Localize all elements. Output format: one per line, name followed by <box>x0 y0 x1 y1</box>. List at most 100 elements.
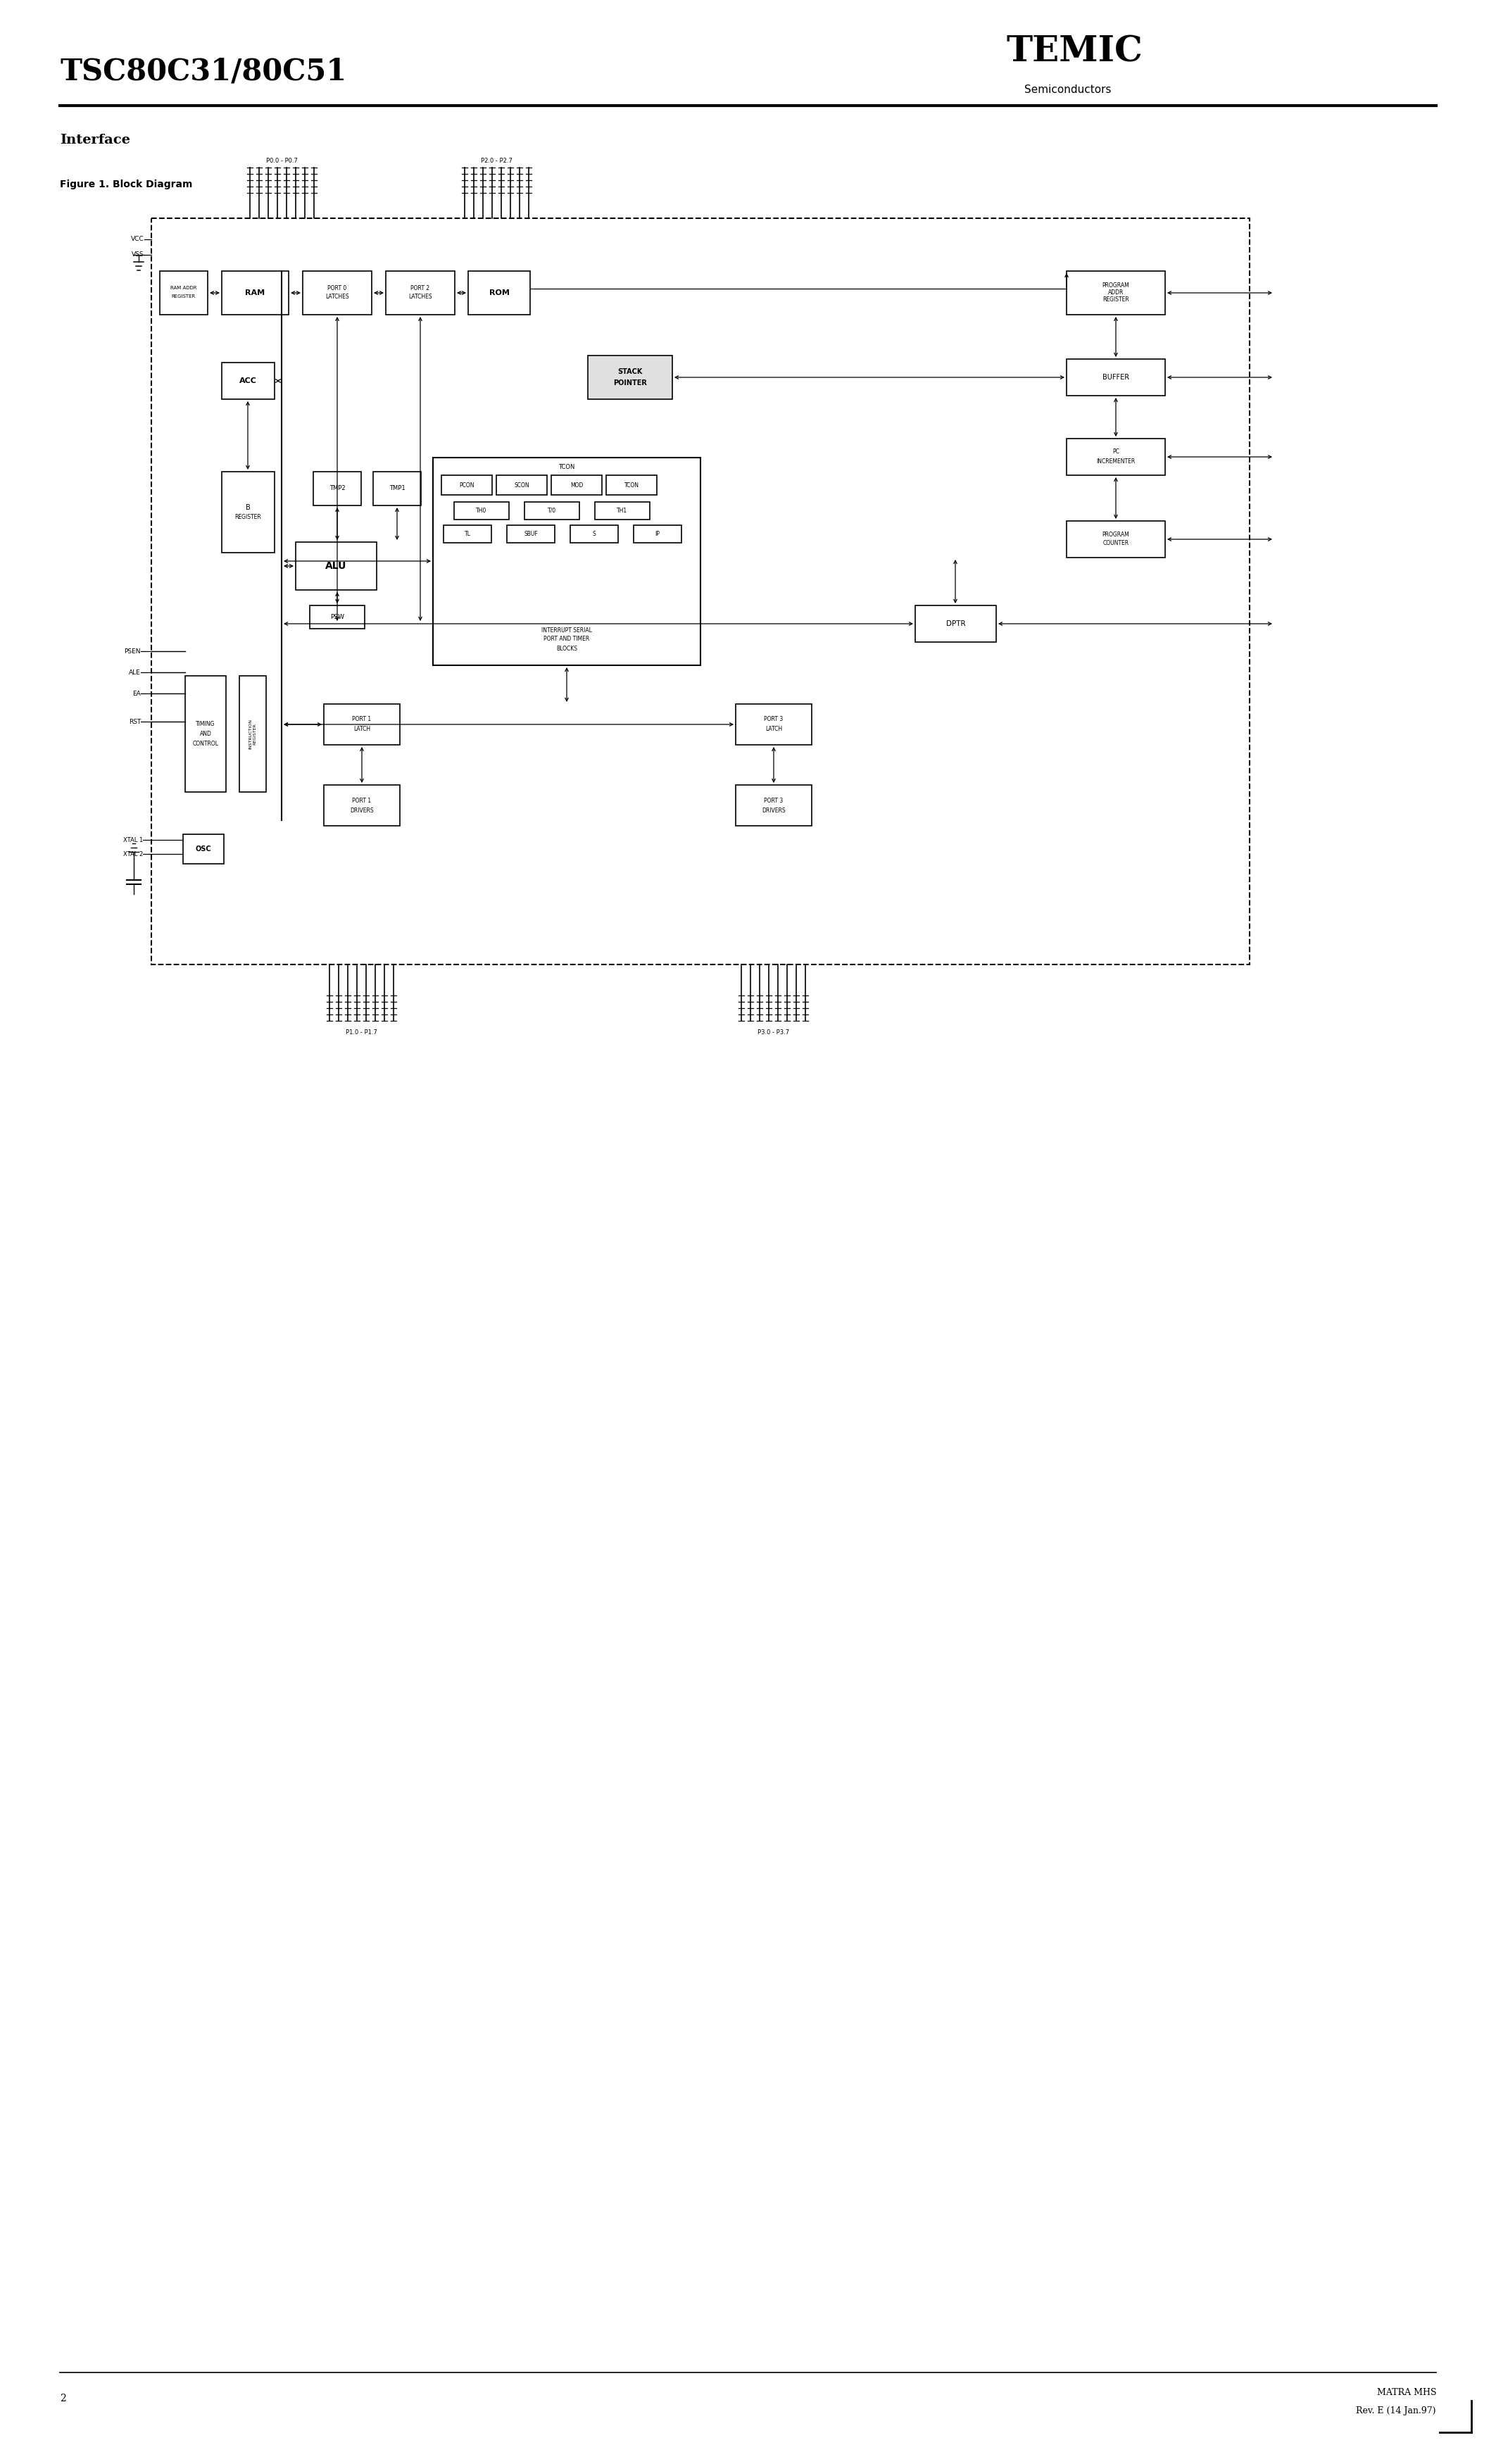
Text: AND: AND <box>199 732 211 737</box>
Text: INSTRUCTION
REGISTER: INSTRUCTION REGISTER <box>248 719 256 749</box>
Text: POINTER: POINTER <box>613 379 646 387</box>
Text: IP: IP <box>655 530 660 537</box>
Bar <box>507 525 555 542</box>
Bar <box>373 471 420 505</box>
Text: MOD: MOD <box>570 483 583 488</box>
Text: ACC: ACC <box>239 377 257 384</box>
Bar <box>525 503 579 520</box>
Bar <box>551 476 601 495</box>
Text: TH1: TH1 <box>616 508 628 515</box>
Text: LATCH: LATCH <box>766 727 782 732</box>
Text: S: S <box>592 530 595 537</box>
Text: INCREMENTER: INCREMENTER <box>1097 458 1135 463</box>
Bar <box>239 675 266 791</box>
Bar <box>160 271 208 315</box>
Text: RST: RST <box>129 719 141 724</box>
Bar <box>323 705 399 744</box>
Bar <box>386 271 455 315</box>
Text: Figure 1. Block Diagram: Figure 1. Block Diagram <box>60 180 193 190</box>
Text: LATCH: LATCH <box>353 727 371 732</box>
Text: ROM: ROM <box>489 288 509 296</box>
Bar <box>455 503 509 520</box>
Bar <box>595 503 649 520</box>
Text: SCON: SCON <box>515 483 530 488</box>
Text: RAM: RAM <box>245 288 265 296</box>
Bar <box>1067 520 1165 557</box>
Text: ALU: ALU <box>326 562 347 572</box>
Text: SBUF: SBUF <box>524 530 537 537</box>
Text: PROGRAM: PROGRAM <box>1103 283 1129 288</box>
Text: PROGRAM: PROGRAM <box>1103 532 1129 537</box>
Text: TEMIC: TEMIC <box>1007 34 1143 69</box>
Text: PC: PC <box>1113 448 1119 456</box>
Text: BUFFER: BUFFER <box>1103 375 1129 382</box>
Text: COUNTER: COUNTER <box>1103 540 1129 547</box>
Text: STACK: STACK <box>618 367 643 375</box>
Bar <box>736 705 812 744</box>
Bar <box>310 606 365 628</box>
Text: TMP2: TMP2 <box>329 485 346 493</box>
Text: Semiconductors: Semiconductors <box>1025 84 1112 96</box>
Text: VCC: VCC <box>132 237 144 241</box>
Bar <box>183 835 224 865</box>
Text: TL: TL <box>464 530 471 537</box>
Bar <box>313 471 361 505</box>
Text: P1.0 - P1.7: P1.0 - P1.7 <box>346 1030 377 1035</box>
Text: CONTROL: CONTROL <box>193 742 218 747</box>
Bar <box>441 476 492 495</box>
Bar <box>1067 439 1165 476</box>
Text: PORT 3: PORT 3 <box>764 717 784 722</box>
Text: INTERRUPT SERIAL: INTERRUPT SERIAL <box>542 626 592 633</box>
Text: T/0: T/0 <box>548 508 557 515</box>
Text: REGISTER: REGISTER <box>1103 296 1129 303</box>
Text: MATRA MHS: MATRA MHS <box>1376 2388 1436 2397</box>
Bar <box>1067 360 1165 397</box>
Bar <box>221 271 289 315</box>
Text: PSW: PSW <box>331 614 344 621</box>
Text: LATCHES: LATCHES <box>326 293 349 301</box>
Text: PORT 2: PORT 2 <box>411 286 429 291</box>
Text: RAM ADDR: RAM ADDR <box>171 286 197 291</box>
Bar <box>1067 271 1165 315</box>
Text: PORT 1: PORT 1 <box>353 717 371 722</box>
Text: VSS: VSS <box>132 251 144 259</box>
Bar <box>323 786 399 825</box>
Text: TCON: TCON <box>624 483 639 488</box>
Text: 2: 2 <box>60 2393 66 2402</box>
Text: XTAL 2: XTAL 2 <box>123 850 144 857</box>
Text: PORT 1: PORT 1 <box>353 798 371 803</box>
Text: ALE: ALE <box>129 670 141 675</box>
Text: EA: EA <box>133 690 141 697</box>
Bar <box>634 525 682 542</box>
Text: DRIVERS: DRIVERS <box>761 808 785 813</box>
Bar <box>186 675 226 791</box>
Text: TIMING: TIMING <box>196 722 215 727</box>
Bar <box>221 471 275 552</box>
Text: PORT 3: PORT 3 <box>764 798 784 803</box>
Text: PCON: PCON <box>459 483 474 488</box>
Text: P2.0 - P2.7: P2.0 - P2.7 <box>480 158 513 165</box>
Text: DRIVERS: DRIVERS <box>350 808 374 813</box>
Bar <box>296 542 377 589</box>
Text: PORT AND TIMER: PORT AND TIMER <box>543 636 589 643</box>
Bar <box>497 476 548 495</box>
Text: XTAL 1: XTAL 1 <box>123 838 144 843</box>
Bar <box>588 355 672 399</box>
Text: TMP1: TMP1 <box>389 485 405 493</box>
Text: P3.0 - P3.7: P3.0 - P3.7 <box>757 1030 790 1035</box>
Text: OSC: OSC <box>196 845 211 853</box>
Bar <box>606 476 657 495</box>
Text: P0.0 - P0.7: P0.0 - P0.7 <box>266 158 298 165</box>
Text: TH0: TH0 <box>476 508 486 515</box>
Text: PSEN: PSEN <box>124 648 141 655</box>
Text: B: B <box>245 503 250 510</box>
Text: TCON: TCON <box>558 463 574 471</box>
Bar <box>432 458 700 665</box>
Text: ADDR: ADDR <box>1109 291 1123 296</box>
Bar <box>736 786 812 825</box>
Bar <box>151 219 1249 963</box>
Text: DPTR: DPTR <box>945 621 965 628</box>
Text: BLOCKS: BLOCKS <box>557 646 577 650</box>
Bar <box>221 362 275 399</box>
Bar <box>570 525 618 542</box>
